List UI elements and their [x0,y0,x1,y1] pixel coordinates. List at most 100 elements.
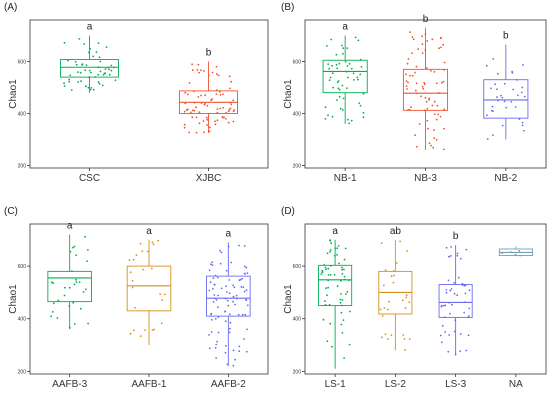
data-point [219,249,222,252]
data-point [229,313,231,316]
data-point [191,69,194,72]
data-point [443,127,445,130]
data-point [208,130,211,133]
data-point [405,73,407,76]
data-point [348,63,351,65]
data-point [329,240,332,242]
data-point [344,247,347,250]
data-point [517,94,519,97]
data-point [73,323,76,325]
data-point [421,85,424,88]
data-point [486,114,488,117]
data-point [426,119,429,122]
data-point [453,292,456,295]
data-point [326,340,329,343]
x-tick-label: NB-2 [494,173,517,184]
panel-label: (B) [281,2,294,13]
data-point [346,87,348,89]
y-tick-label: 200 [293,369,302,375]
x-tick-label: AAFB-2 [211,379,246,390]
data-point [333,254,336,257]
data-point [456,254,459,257]
data-point [240,286,243,288]
data-point [332,86,334,89]
data-point [87,86,90,89]
data-point [228,331,231,334]
data-point [512,88,515,91]
data-point [344,60,347,63]
data-point [459,350,462,353]
data-point [408,301,411,304]
data-point [326,45,328,47]
data-point [139,335,142,338]
data-point [99,60,102,63]
data-point [342,52,344,55]
data-point [336,81,339,84]
data-point [426,67,428,69]
data-point [68,80,71,83]
data-point [101,84,104,87]
data-point [490,87,492,90]
data-point [222,116,224,119]
data-point [468,315,470,317]
data-point [342,319,345,321]
data-point [195,131,198,134]
data-point [464,284,467,287]
data-point [75,254,78,257]
data-point [134,306,136,309]
data-point [411,36,414,38]
data-point [211,261,214,263]
data-point [243,338,245,340]
data-point [243,245,246,247]
data-point [67,59,69,62]
x-tick-label: CSC [79,173,100,184]
data-point [423,109,426,112]
data-point [193,101,196,104]
x-tick-label: NB-1 [334,173,357,184]
data-point [64,286,66,289]
data-point [233,109,236,111]
data-point [341,84,344,87]
data-point [188,82,191,84]
data-point [243,290,246,293]
data-point [342,97,345,100]
data-point [84,235,86,238]
data-point [324,304,327,306]
data-point [234,303,236,306]
significance-letter: a [332,226,338,237]
y-tick-label: 600 [293,60,302,66]
data-point [521,86,524,89]
data-point [443,68,445,71]
data-point [214,274,217,277]
data-point [330,38,333,41]
data-point [340,280,342,282]
data-point [97,73,100,76]
box-iqr [47,270,92,303]
data-point [212,301,215,303]
data-point [139,242,142,245]
data-point [71,270,73,272]
data-point [390,334,393,336]
data-point [443,304,445,307]
data-point [384,333,387,336]
data-point [131,280,134,282]
data-point [95,51,98,54]
data-point [411,52,413,54]
data-point [442,43,445,46]
data-point [433,113,436,116]
data-point [382,284,385,287]
y-axis-label: Chao1 [8,79,19,109]
data-point [92,55,94,58]
data-point [338,62,341,65]
data-point [453,282,455,284]
data-point [324,266,327,269]
data-point [197,96,200,98]
data-point [213,294,216,296]
data-point [104,72,107,75]
data-point [324,118,327,120]
data-point [328,79,331,82]
data-point [219,94,222,96]
data-point [497,99,499,102]
box-iqr [402,68,449,111]
data-point [393,270,395,272]
